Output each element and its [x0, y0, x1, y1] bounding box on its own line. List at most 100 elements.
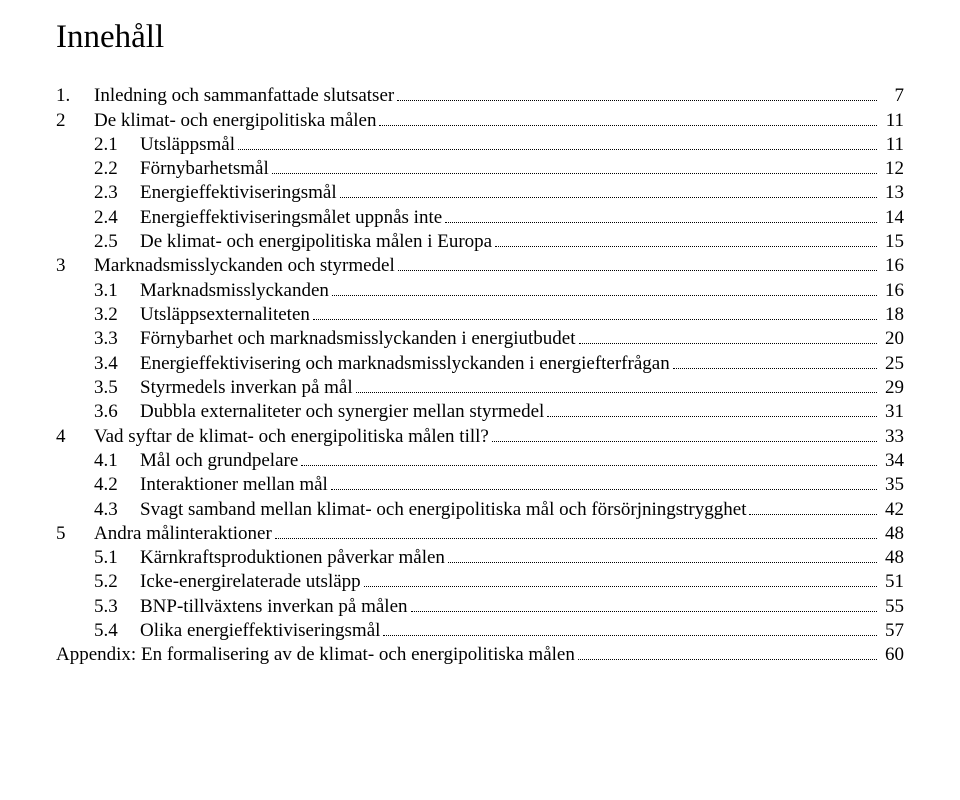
toc-entry: 5.4Olika energieffektiviseringsmål 57 [56, 619, 904, 643]
toc-entry-number: 3.1 [94, 279, 140, 303]
toc-entry-number: 4 [56, 425, 94, 449]
toc-leader [331, 475, 877, 490]
toc-entry-page: 7 [880, 84, 904, 108]
toc-entry-page: 33 [880, 425, 904, 449]
toc-entry-page: 31 [880, 400, 904, 424]
toc-entry-label: Dubbla externaliteter och synergier mell… [140, 400, 544, 424]
toc-entry-label: Styrmedels inverkan på mål [140, 376, 353, 400]
toc-entry-number: 3.4 [94, 352, 140, 376]
toc-entry-label: Marknadsmisslyckanden och styrmedel [94, 254, 395, 278]
toc-entry: 1.Inledning och sammanfattade slutsatser… [56, 84, 904, 108]
toc-entry-number: 1. [56, 84, 94, 108]
toc-entry: 2.1Utsläppsmål11 [56, 133, 904, 157]
toc-leader [492, 426, 877, 441]
toc-entry-page: 20 [880, 327, 904, 351]
toc-leader [356, 378, 877, 393]
toc-entry-number: 2.4 [94, 206, 140, 230]
toc-leader [340, 183, 877, 198]
toc-entry-page: 12 [880, 157, 904, 181]
toc-entry-page: 48 [880, 546, 904, 570]
toc-leader [238, 135, 877, 150]
toc-entry-number: 5.3 [94, 595, 140, 619]
toc-entry-label: Förnybarhet och marknadsmisslyckanden i … [140, 327, 576, 351]
toc-entry: 2.3Energieffektiviseringsmål 13 [56, 181, 904, 205]
toc-leader [398, 256, 877, 271]
toc-entry-number: 4.2 [94, 473, 140, 497]
toc-entry-page: 57 [880, 619, 904, 643]
toc-entry-page: 13 [880, 181, 904, 205]
toc-entry: 3.2Utsläppsexternaliteten18 [56, 303, 904, 327]
toc-entry-label: Icke-energirelaterade utsläpp [140, 570, 361, 594]
toc-entry-page: 18 [880, 303, 904, 327]
toc-entry-page: 25 [880, 352, 904, 376]
toc-entry-page: 51 [880, 570, 904, 594]
toc-leader [397, 86, 877, 101]
toc-entry-number: 4.3 [94, 498, 140, 522]
toc-leader [578, 645, 877, 660]
toc-leader [448, 548, 877, 563]
page-title: Innehåll [56, 16, 904, 58]
toc-entry-label: Andra målinteraktioner [94, 522, 272, 546]
toc-entry-label: Appendix: En formalisering av de klimat-… [56, 643, 575, 667]
toc-entry-label: Svagt samband mellan klimat- och energip… [140, 498, 746, 522]
toc-entry-page: 11 [880, 109, 904, 133]
toc-entry-number: 3 [56, 254, 94, 278]
toc-entry-number: 4.1 [94, 449, 140, 473]
toc-entry: 2.5De klimat- och energipolitiska målen … [56, 230, 904, 254]
toc-entry: 3.1Marknadsmisslyckanden 16 [56, 279, 904, 303]
toc-leader [749, 499, 877, 514]
toc-leader [275, 524, 877, 539]
toc-entry-page: 15 [880, 230, 904, 254]
toc-leader [313, 305, 877, 320]
toc-entry-number: 3.2 [94, 303, 140, 327]
toc-entry-page: 16 [880, 279, 904, 303]
toc-entry-number: 2.3 [94, 181, 140, 205]
toc-leader [547, 402, 877, 417]
toc-entry-page: 34 [880, 449, 904, 473]
toc-entry-label: Interaktioner mellan mål [140, 473, 328, 497]
toc-entry: 2.4Energieffektiviseringsmålet uppnås in… [56, 206, 904, 230]
toc-entry-number: 2 [56, 109, 94, 133]
toc-entry-label: De klimat- och energipolitiska målen i E… [140, 230, 492, 254]
toc-entry: 2De klimat- och energipolitiska målen 11 [56, 109, 904, 133]
toc-entry-page: 29 [880, 376, 904, 400]
toc-entry-page: 55 [880, 595, 904, 619]
toc-entry-label: Mål och grundpelare [140, 449, 298, 473]
toc-entry-page: 11 [880, 133, 904, 157]
toc-entry-number: 5.1 [94, 546, 140, 570]
toc-entry-number: 3.3 [94, 327, 140, 351]
toc-entry: 2.2Förnybarhetsmål12 [56, 157, 904, 181]
toc-entry: 3.3Förnybarhet och marknadsmisslyckanden… [56, 327, 904, 351]
toc-entry-label: Inledning och sammanfattade slutsatser [94, 84, 394, 108]
toc-entry-label: Olika energieffektiviseringsmål [140, 619, 380, 643]
toc-entry: 4.3Svagt samband mellan klimat- och ener… [56, 498, 904, 522]
toc-entry-label: De klimat- och energipolitiska målen [94, 109, 376, 133]
toc-page: Innehåll 1.Inledning och sammanfattade s… [0, 0, 960, 692]
toc-entry-label: Energieffektiviseringsmål [140, 181, 337, 205]
toc-entry-page: 14 [880, 206, 904, 230]
toc-entry-page: 35 [880, 473, 904, 497]
toc-entry-number: 3.5 [94, 376, 140, 400]
toc-entry: 5.3BNP-tillväxtens inverkan på målen 55 [56, 595, 904, 619]
toc-entry-number: 5.4 [94, 619, 140, 643]
toc-entry-label: Energieffektivisering och marknadsmissly… [140, 352, 670, 376]
toc-entry-label: Förnybarhetsmål [140, 157, 269, 181]
toc-entry-label: Energieffektiviseringsmålet uppnås inte [140, 206, 442, 230]
toc-entry-number: 3.6 [94, 400, 140, 424]
toc-entry: 3.4Energieffektivisering och marknadsmis… [56, 352, 904, 376]
toc-entry-label: BNP-tillväxtens inverkan på målen [140, 595, 408, 619]
toc-leader [579, 329, 878, 344]
toc-leader [411, 597, 877, 612]
toc-entry-number: 5 [56, 522, 94, 546]
toc-entry: 3Marknadsmisslyckanden och styrmedel16 [56, 254, 904, 278]
toc-entry: 3.5Styrmedels inverkan på mål 29 [56, 376, 904, 400]
toc-entry: Appendix: En formalisering av de klimat-… [56, 643, 904, 667]
toc-entry: 5.2Icke-energirelaterade utsläpp51 [56, 570, 904, 594]
toc-leader [383, 621, 877, 636]
toc-entry: 4.1Mål och grundpelare 34 [56, 449, 904, 473]
toc-entry-label: Marknadsmisslyckanden [140, 279, 329, 303]
toc-entry-label: Utsläppsmål [140, 133, 235, 157]
toc-entry-label: Vad syftar de klimat- och energipolitisk… [94, 425, 489, 449]
toc-entry-page: 60 [880, 643, 904, 667]
toc-leader [364, 572, 877, 587]
